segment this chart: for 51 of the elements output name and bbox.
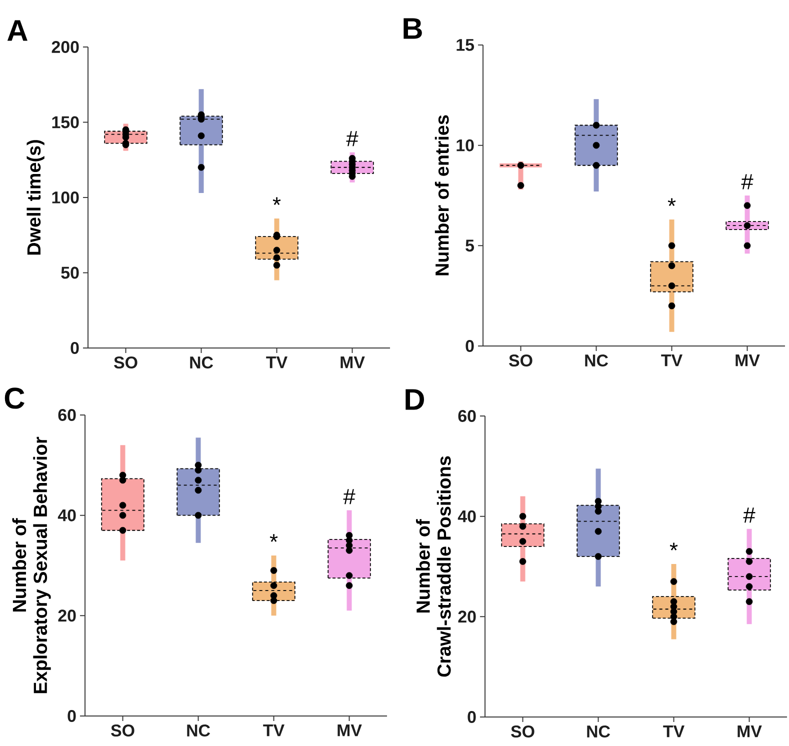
- annotation: *: [670, 542, 678, 550]
- chart-title: C: [4, 388, 24, 409]
- x-tick-label: MV: [338, 724, 362, 736]
- annotation: #: [343, 489, 356, 504]
- y-tick-label: 0: [70, 342, 79, 354]
- x-tick-label: NC: [187, 724, 210, 736]
- text: Crawl-straddle Positions: [436, 456, 451, 677]
- chart-title: D: [406, 389, 424, 410]
- y-tick-label: 0: [468, 710, 476, 723]
- y-tick-label: 15: [456, 39, 474, 51]
- x-tick-label: MV: [738, 726, 762, 738]
- y-tick-label: 5: [466, 240, 474, 252]
- y-tick-label: 150: [52, 116, 79, 128]
- x-tick-label: TV: [663, 726, 684, 738]
- x-tick-label: SO: [114, 356, 138, 368]
- annotation: *: [272, 197, 281, 205]
- y-tick-label: 10: [456, 139, 474, 152]
- text: Exploratory Sexual Behavior: [33, 436, 51, 694]
- y-tick-label: 0: [68, 710, 76, 722]
- x-tick-label: MV: [736, 354, 760, 366]
- y-tick-label: 100: [52, 191, 79, 204]
- x-tick-label: SO: [511, 726, 534, 738]
- text: Number of: [12, 518, 26, 612]
- x-tick-label: TV: [263, 724, 284, 736]
- y-tick-label: 200: [52, 40, 79, 53]
- y-tick-label: 40: [458, 510, 476, 522]
- chart-title: B: [404, 18, 422, 39]
- y-tick-label: 60: [458, 410, 476, 422]
- chart-title: A: [7, 20, 28, 41]
- y-axis-title: Number of entries: [434, 115, 449, 276]
- y-tick-label: 0: [466, 340, 474, 352]
- x-tick-label: NC: [190, 356, 214, 368]
- y-tick-label: 60: [58, 408, 76, 421]
- y-tick-label: 20: [58, 610, 76, 622]
- y-tick-label: 50: [61, 266, 79, 279]
- text: Number of: [416, 519, 430, 613]
- x-tick-label: NC: [585, 354, 608, 366]
- annotation: #: [346, 131, 358, 146]
- x-tick-label: SO: [111, 724, 134, 736]
- x-tick-label: NC: [587, 726, 610, 738]
- y-tick-label: 20: [458, 610, 476, 623]
- x-tick-label: SO: [509, 354, 532, 366]
- x-tick-label: TV: [266, 356, 288, 368]
- annotation: *: [668, 198, 676, 206]
- annotation: #: [741, 174, 754, 190]
- y-axis-title: Dwell time(s): [26, 140, 44, 255]
- x-tick-label: TV: [661, 354, 682, 366]
- y-tick-label: 40: [58, 509, 76, 522]
- annotation: *: [270, 534, 278, 542]
- annotation: #: [743, 508, 756, 523]
- x-tick-label: MV: [340, 356, 365, 368]
